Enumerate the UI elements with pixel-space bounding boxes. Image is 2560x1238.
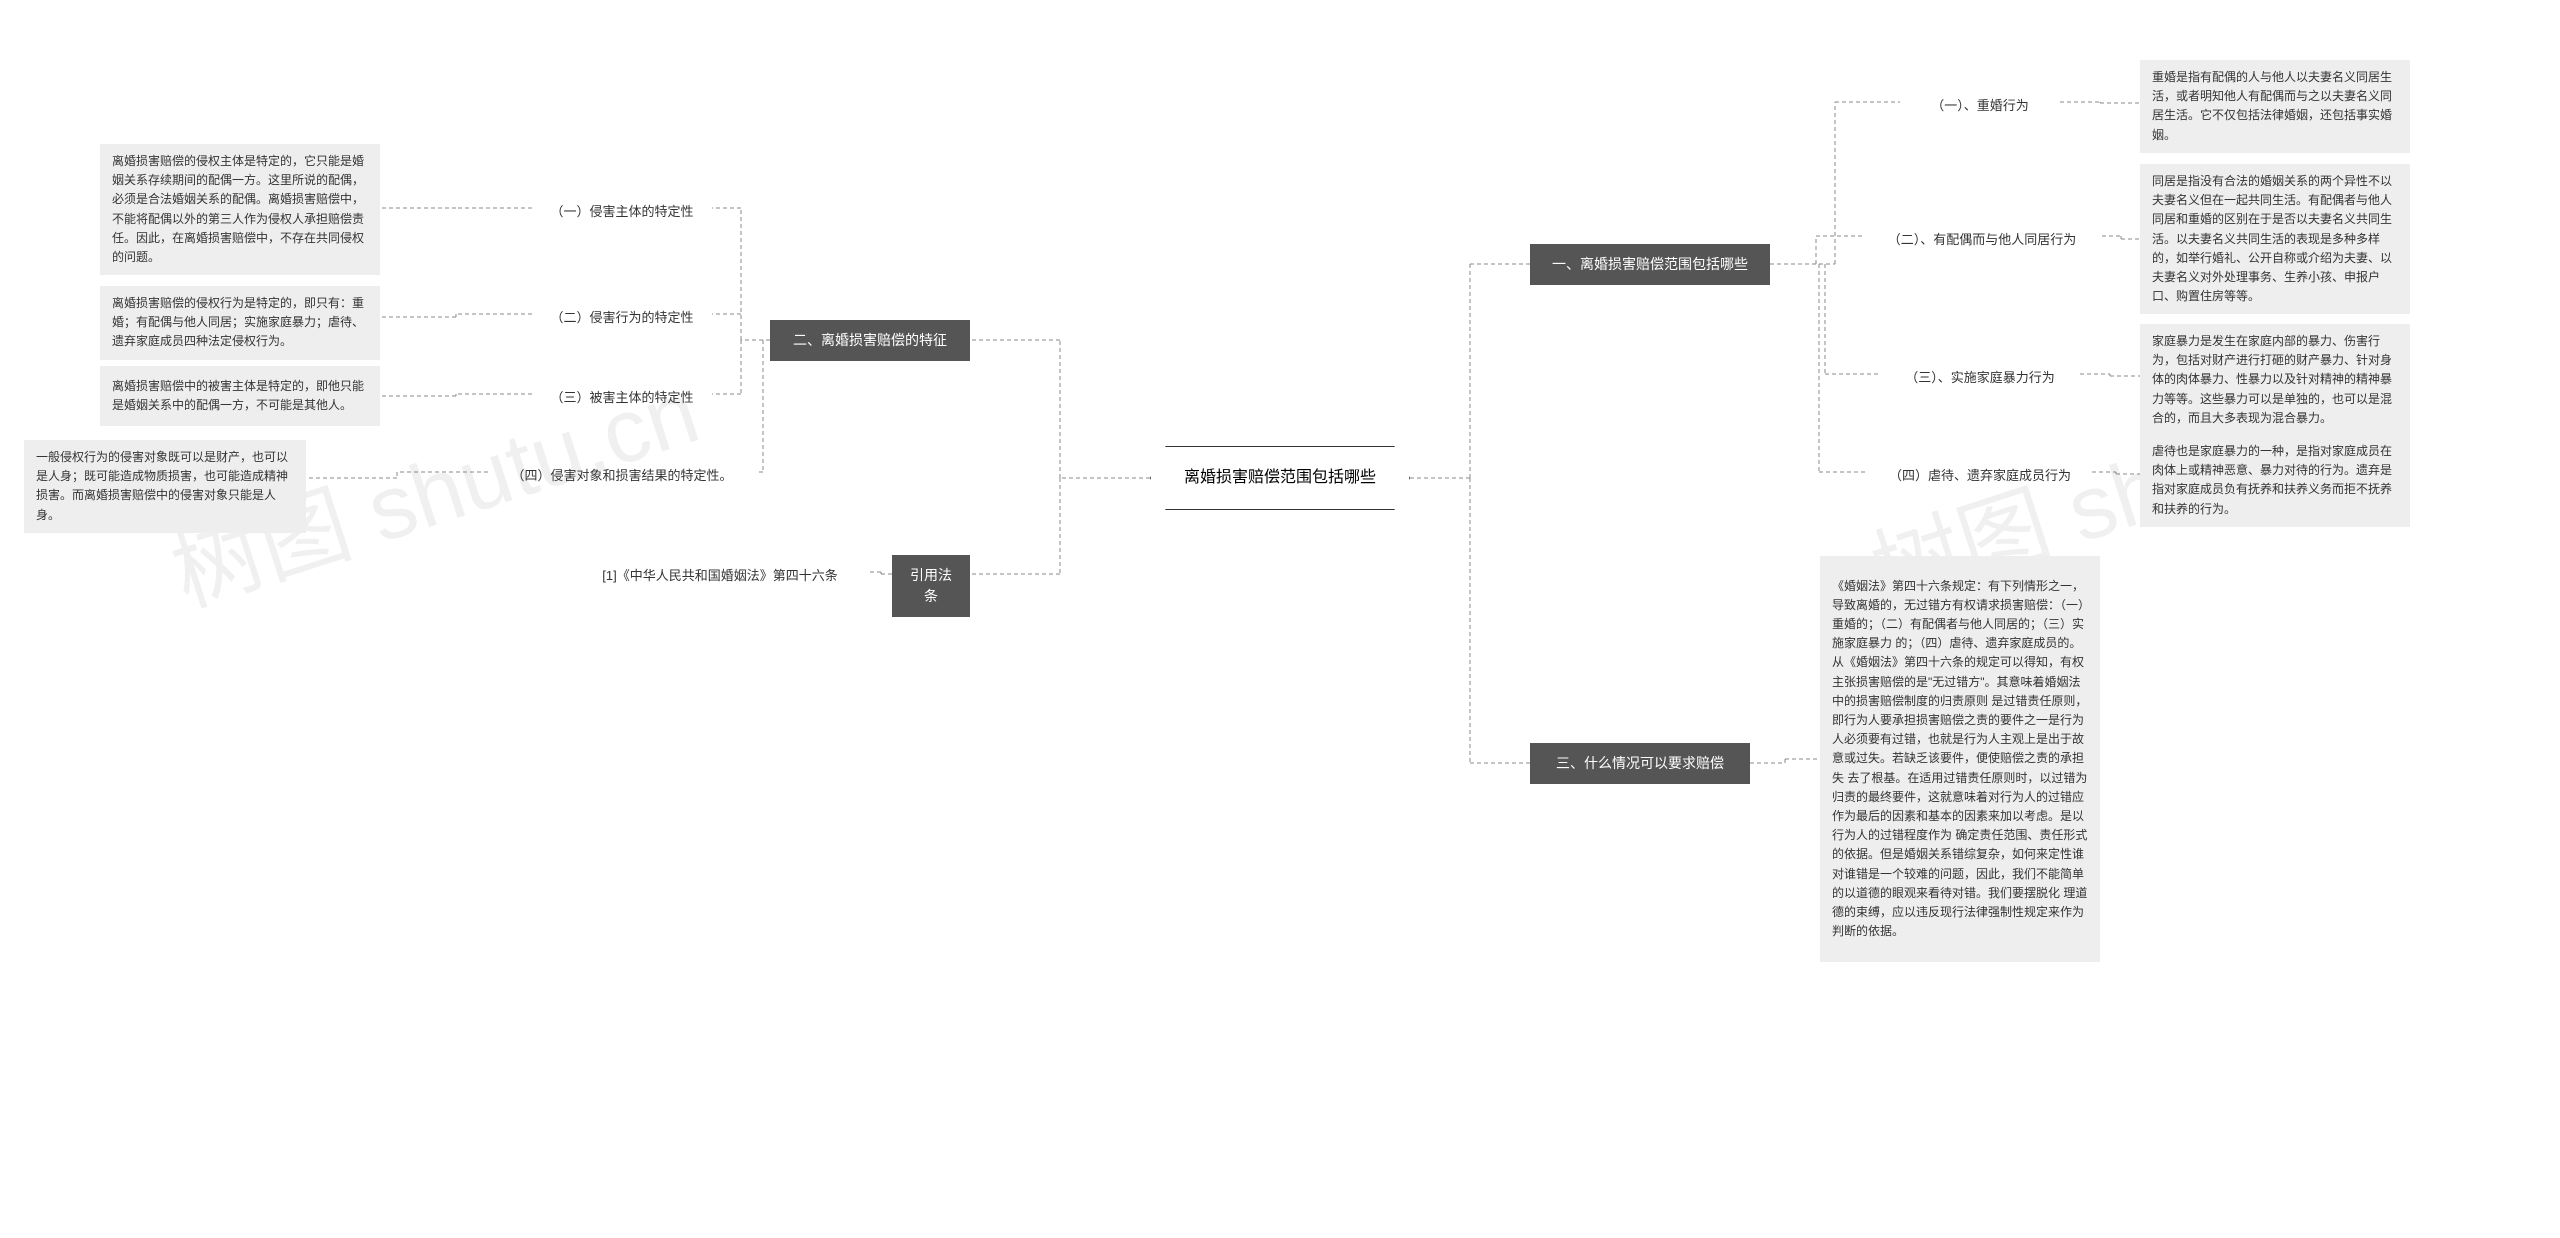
sub-cohabitation[interactable]: （二）、有配偶而与他人同居行为: [1862, 224, 2102, 256]
leaf-domestic-violence-desc: 家庭暴力是发生在家庭内部的暴力、伤害行为，包括对财产进行打砸的财产暴力、针对身体…: [2140, 324, 2410, 436]
leaf-when-claim-desc: 《婚姻法》第四十六条规定：有下列情形之一，导致离婚的，无过错方有权请求损害赔偿：…: [1820, 556, 2100, 962]
sub-char-4[interactable]: （四）侵害对象和损害结果的特定性。: [488, 460, 756, 492]
leaf-bigamy-desc: 重婚是指有配偶的人与他人以夫妻名义同居生活，或者明知他人有配偶而与之以夫妻名义同…: [2140, 60, 2410, 153]
leaf-char-3-desc: 离婚损害赔偿中的被害主体是特定的，即他只能是婚姻关系中的配偶一方，不可能是其他人…: [100, 366, 380, 426]
sub-char-1[interactable]: （一）侵害主体的特定性: [532, 196, 712, 228]
branch-citation[interactable]: 引用法条: [892, 555, 970, 617]
root-node[interactable]: 离婚损害赔偿范围包括哪些: [1150, 446, 1410, 510]
branch-when-claim[interactable]: 三、什么情况可以要求赔偿: [1530, 743, 1750, 784]
sub-char-3[interactable]: （三）被害主体的特定性: [532, 382, 712, 414]
leaf-char-2-desc: 离婚损害赔偿的侵权行为是特定的，即只有：重婚；有配偶与他人同居；实施家庭暴力；虐…: [100, 286, 380, 360]
leaf-char-4-desc: 一般侵权行为的侵害对象既可以是财产，也可以是人身；既可能造成物质损害，也可能造成…: [24, 440, 306, 533]
leaf-abuse-abandon-desc: 虐待也是家庭暴力的一种，是指对家庭成员在肉体上或精神恶意、暴力对待的行为。遗弃是…: [2140, 434, 2410, 527]
sub-abuse-abandon[interactable]: （四）虐待、遗弃家庭成员行为: [1868, 460, 2092, 492]
leaf-char-1-desc: 离婚损害赔偿的侵权主体是特定的，它只能是婚姻关系存续期间的配偶一方。这里所说的配…: [100, 144, 380, 275]
branch-characteristics[interactable]: 二、离婚损害赔偿的特征: [770, 320, 970, 361]
sub-domestic-violence[interactable]: （三）、实施家庭暴力行为: [1880, 362, 2080, 394]
branch-scope[interactable]: 一、离婚损害赔偿范围包括哪些: [1530, 244, 1770, 285]
sub-bigamy[interactable]: （一）、重婚行为: [1900, 90, 2060, 122]
leaf-cohabitation-desc: 同居是指没有合法的婚姻关系的两个异性不以夫妻名义但在一起共同生活。有配偶者与他人…: [2140, 164, 2410, 314]
sub-citation-1[interactable]: [1]《中华人民共和国婚姻法》第四十六条: [570, 560, 870, 592]
sub-char-2[interactable]: （二）侵害行为的特定性: [532, 302, 712, 334]
